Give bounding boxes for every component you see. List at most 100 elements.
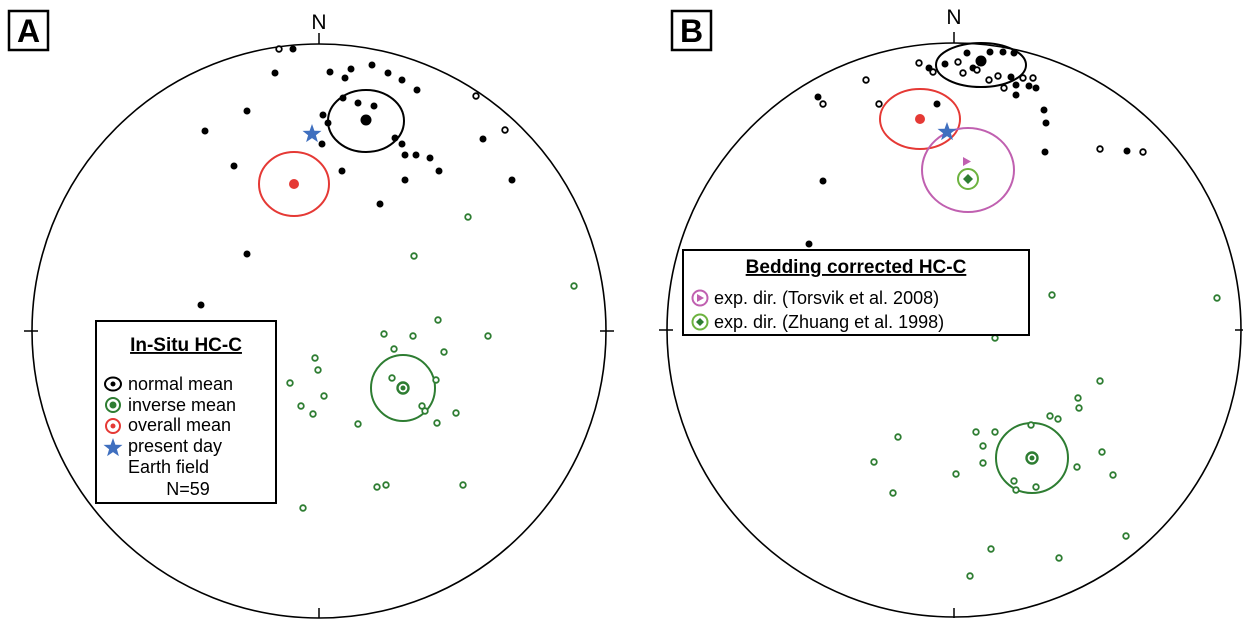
data-point (440, 348, 448, 356)
data-point (1074, 394, 1082, 402)
legend-label-earth-field: Earth field (128, 457, 209, 477)
data-point (426, 154, 434, 162)
legend-label-inverse-mean: inverse mean (128, 395, 236, 415)
panel-a-inverse-points (286, 213, 578, 512)
data-point (1041, 148, 1049, 156)
data-point (401, 176, 409, 184)
data-point (373, 483, 381, 491)
data-point (1096, 377, 1104, 385)
data-point (1010, 477, 1018, 485)
triangle-marker-icon (697, 294, 704, 302)
data-point (380, 330, 388, 338)
data-point (870, 458, 878, 466)
panel-a-letter: A (17, 13, 40, 49)
diamond-marker-icon (963, 174, 973, 184)
data-point (297, 402, 305, 410)
data-point (979, 442, 987, 450)
legend-label-n-count: N=59 (166, 479, 210, 499)
data-point (508, 176, 516, 184)
panel-b-letter: B (680, 13, 703, 49)
data-point (320, 392, 328, 400)
data-point (1010, 49, 1018, 57)
data-point (391, 134, 399, 142)
diamond-marker-icon (696, 318, 704, 326)
data-point (894, 433, 902, 441)
data-point (464, 213, 472, 221)
data-point (413, 86, 421, 94)
data-point (862, 76, 870, 84)
data-point (197, 301, 205, 309)
data-point (875, 100, 883, 108)
data-point (484, 332, 492, 340)
data-point (1012, 81, 1020, 89)
data-point (201, 127, 209, 135)
data-point (1075, 404, 1083, 412)
data-point (1123, 147, 1131, 155)
data-point (1040, 106, 1048, 114)
data-point (941, 60, 949, 68)
data-point (434, 316, 442, 324)
data-point (311, 354, 319, 362)
data-point (243, 107, 251, 115)
data-point (1054, 415, 1062, 423)
data-point (341, 74, 349, 82)
data-point (370, 102, 378, 110)
data-point (954, 58, 962, 66)
data-point (275, 45, 283, 53)
data-point (1109, 471, 1117, 479)
panel-a-inverse-mean-center (400, 385, 406, 391)
legend-label-zhuang: exp. dir. (Zhuang et al. 1998) (714, 312, 944, 332)
data-point (889, 489, 897, 497)
data-point (459, 481, 467, 489)
data-point (299, 504, 307, 512)
data-point (243, 250, 251, 258)
panel-a-letter-box (7, 9, 50, 52)
data-point (985, 76, 993, 84)
panel-b-overall-mean (915, 114, 925, 124)
data-point (382, 481, 390, 489)
data-point (479, 135, 487, 143)
data-point (271, 69, 279, 77)
panel-b-normal-mean (975, 55, 987, 67)
legend-title: Bedding corrected HC-C (746, 257, 967, 278)
data-point (1032, 483, 1040, 491)
panel-a: A N (7, 9, 614, 619)
data-point (324, 119, 332, 127)
data-point (1073, 463, 1081, 471)
inverse-mean-icon (105, 397, 121, 413)
data-point (286, 379, 294, 387)
normal-mean-icon (104, 376, 122, 392)
panel-b-north-label: N (946, 6, 961, 29)
data-point (338, 167, 346, 175)
data-point (435, 167, 443, 175)
data-point (368, 61, 376, 69)
data-point (819, 100, 827, 108)
data-point (1025, 82, 1033, 90)
data-point (1213, 294, 1221, 302)
data-point (230, 162, 238, 170)
data-point (410, 252, 418, 260)
data-point (1046, 412, 1054, 420)
panel-a-legend: In-Situ HC-C normal mean inverse mean ov… (95, 320, 277, 504)
data-point (1055, 554, 1063, 562)
data-point (1029, 74, 1037, 82)
data-point (432, 376, 440, 384)
data-point (1027, 421, 1035, 429)
data-point (805, 240, 813, 248)
normal-mean-icon-center (110, 381, 116, 387)
legend-label-present-day: present day (128, 436, 222, 456)
data-point (959, 69, 967, 77)
data-point (314, 366, 322, 374)
panel-a-normal-open-points (275, 45, 509, 134)
data-point (347, 65, 355, 73)
data-point (1139, 148, 1147, 156)
data-point (289, 45, 297, 53)
data-point (1012, 91, 1020, 99)
data-point (1000, 84, 1008, 92)
data-point (433, 419, 441, 427)
data-point (570, 282, 578, 290)
panel-b: B N (659, 6, 1243, 618)
data-point (452, 409, 460, 417)
data-point (1122, 532, 1130, 540)
